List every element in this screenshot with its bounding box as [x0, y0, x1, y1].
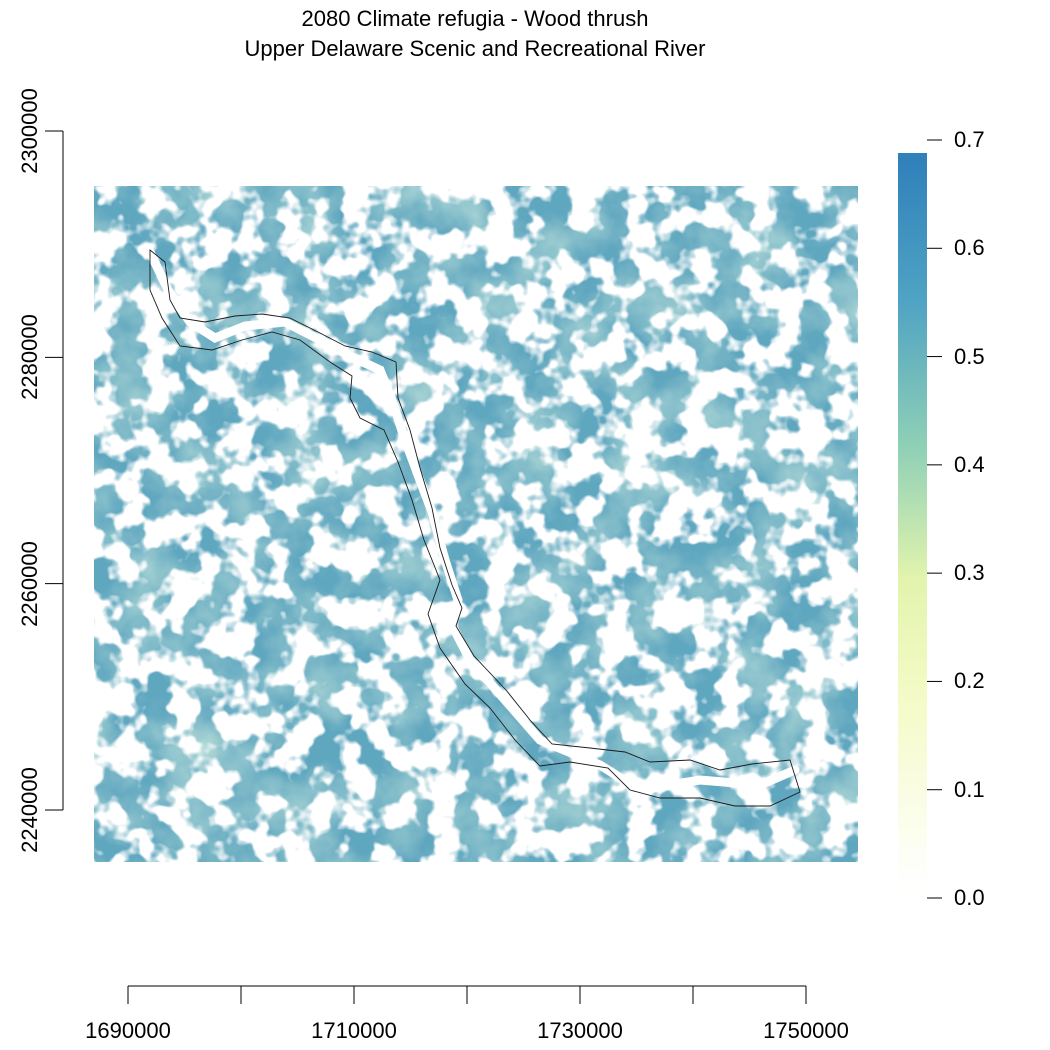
- colorbar-tick-label: 0.5: [954, 343, 985, 369]
- colorbar-tick-label: 0.2: [954, 668, 985, 694]
- x-tick-label: 1730000: [537, 1018, 623, 1043]
- park-boundary: [149, 249, 801, 807]
- map-title: 2080 Climate refugia - Wood thrush: [301, 6, 649, 31]
- colorbar-ticks: [927, 139, 942, 899]
- colorbar-tick-label: 0.1: [954, 776, 985, 802]
- colorbar-tick-label: 0.6: [954, 235, 985, 261]
- y-tick-label: 2240000: [17, 767, 42, 853]
- river-corridor: [145, 247, 800, 795]
- colorbar-tick-label: 0.3: [954, 560, 985, 586]
- raster-layer: [94, 186, 858, 862]
- y-tick-label: 2300000: [17, 88, 42, 174]
- colorbar-tick-label: 0.4: [954, 451, 985, 477]
- colorbar: [898, 153, 927, 889]
- y-axis: [45, 130, 64, 811]
- y-tick-label: 2260000: [17, 540, 42, 627]
- colorbar-tick-label: 0.0: [954, 885, 985, 910]
- x-tick-label: 1750000: [763, 1018, 849, 1043]
- y-tick-label: 2280000: [17, 314, 42, 401]
- map-subtitle: Upper Delaware Scenic and Recreational R…: [244, 36, 706, 61]
- x-axis: [127, 985, 807, 1004]
- x-tick-label: 1690000: [85, 1018, 171, 1043]
- colorbar-tick-label: 0.7: [954, 127, 985, 152]
- x-tick-label: 1710000: [311, 1018, 397, 1043]
- raster-nodata: [94, 186, 858, 862]
